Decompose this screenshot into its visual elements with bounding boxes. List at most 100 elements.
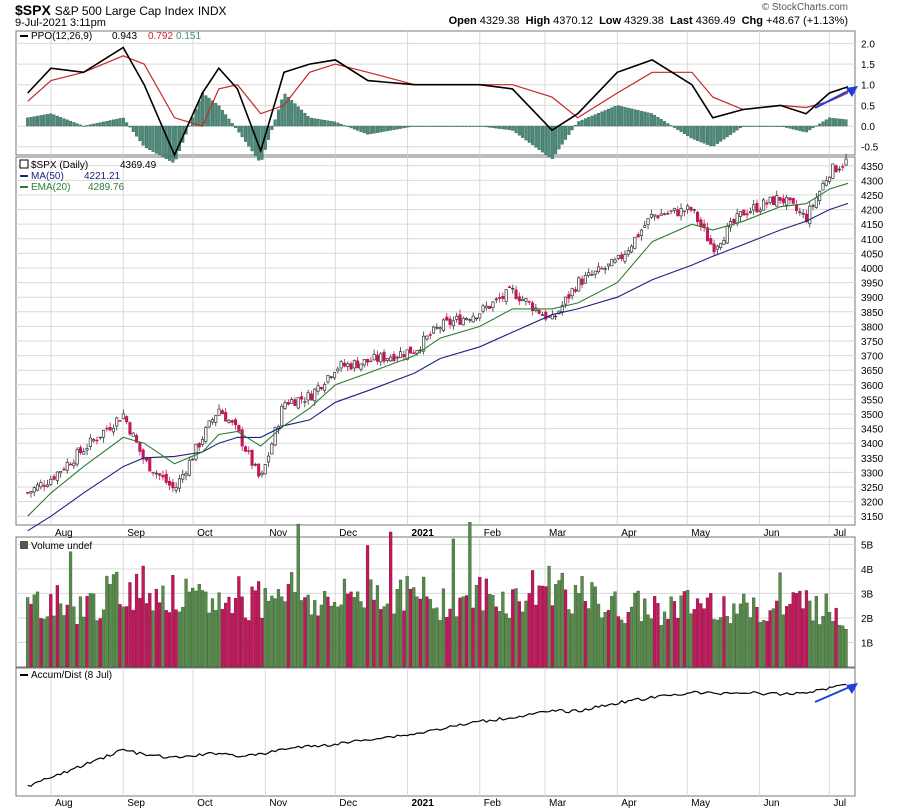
volume-bar-down [148, 592, 152, 668]
ppo-hist-bar [455, 125, 459, 127]
ad-arrow-head [846, 683, 858, 694]
price-candle-down [148, 457, 152, 472]
volume-bar-down [247, 620, 251, 668]
price-candle-down [243, 446, 248, 452]
volume-bar-up [587, 608, 591, 668]
high-value: 4370.12 [553, 15, 593, 27]
ppo-hist-bar [626, 107, 630, 127]
bottom-x-tick-2: Oct [197, 798, 213, 809]
ppo-hist-bar [735, 125, 739, 131]
volume-bar-up [524, 600, 528, 668]
price-candle-up [785, 197, 789, 206]
bottom-x-tick-3: Nov [269, 798, 287, 809]
price-candle-up [798, 211, 802, 214]
volume-bar-up [481, 610, 485, 668]
ppo-hist-bar [712, 125, 716, 147]
ppo-hist-bar [837, 118, 841, 127]
price-candle-up [75, 449, 79, 465]
volume-bar-up [299, 600, 304, 668]
price-candle-down [689, 207, 693, 211]
ppo-hist-bar [762, 125, 766, 127]
volume-bar-up [455, 616, 459, 668]
price-candle-down [118, 420, 122, 422]
ppo-hist-bar [26, 117, 30, 127]
ma50-legend-label: MA(50) [31, 171, 64, 182]
ppo-hist-bar [174, 125, 178, 160]
price-candle-down [771, 196, 776, 205]
price-candle-down [144, 457, 149, 461]
price-candle-down [705, 227, 710, 242]
ppo-hist-bar [722, 125, 726, 140]
volume-bar-up [204, 591, 208, 668]
price-candle-down [567, 294, 571, 299]
volume-bar-up [59, 603, 63, 668]
volume-bar-up [78, 596, 83, 668]
price-candle-up [844, 158, 848, 166]
volume-bar-up [580, 576, 584, 668]
volume-bar-up [732, 603, 736, 668]
price-candle-down [544, 311, 548, 320]
price-candle-up [359, 363, 363, 370]
price-candle-up [194, 443, 198, 460]
volume-bar-up [151, 610, 155, 668]
price-candle-down [531, 302, 535, 311]
price-candle-up [181, 474, 185, 480]
price-candle-up [474, 317, 479, 320]
ppo-hist-bar [686, 125, 690, 137]
price-candle-up [643, 225, 647, 228]
ppo-hist-bar [560, 125, 564, 145]
price-candle-down [445, 316, 449, 321]
price-candle-up [540, 314, 545, 316]
volume-bar-up [808, 600, 812, 668]
ppo-hist-bar [227, 118, 231, 127]
ppo-hist-bar [564, 125, 568, 140]
ppo-hist-bar [441, 125, 445, 127]
volume-bar-down [785, 606, 789, 668]
ppo-hist-bar [781, 125, 785, 127]
ppo-hist-bar [270, 125, 274, 130]
price-candle-up [564, 296, 568, 305]
volume-bar-up [332, 602, 337, 668]
volume-bar-down [408, 588, 413, 668]
ppo-hist-bar [659, 119, 663, 127]
ppo-hist-bar [359, 125, 363, 132]
price-candle-up [425, 335, 429, 340]
price-candle-up [649, 214, 653, 218]
price-ytick-20: 3350 [861, 454, 884, 465]
volume-bar-up [837, 624, 842, 668]
price-candle-down [580, 278, 584, 285]
ppo-hist-bar [474, 125, 478, 127]
ppo-hist-bar [808, 125, 812, 131]
ppo-hist-bar [177, 125, 181, 151]
price-candle-up [39, 482, 43, 488]
volume-bar-up [412, 587, 416, 668]
price-candle-down [676, 209, 680, 217]
volume-bar-down [511, 589, 515, 668]
volume-bar-up [488, 594, 492, 668]
price-candle-up [775, 195, 779, 207]
ppo-hist-bar [841, 119, 845, 127]
volume-bar-up [497, 611, 502, 668]
price-candle-up [451, 320, 455, 327]
ema20-legend-value: 4289.76 [88, 182, 125, 193]
ppo-hist-bar [171, 125, 175, 163]
volume-bar-up [504, 613, 508, 668]
price-candle-up [554, 315, 558, 318]
ppo-hist-bar [141, 125, 145, 146]
ppo-hist-bar [65, 119, 69, 127]
price-candle-up [828, 176, 832, 182]
price-candle-down [745, 213, 749, 216]
price-ytick-6: 4050 [861, 249, 884, 260]
price-candle-up [55, 471, 59, 481]
volume-bar-up [821, 615, 825, 668]
price-candle-up [184, 473, 188, 476]
ppo-legend-value: 0.943 [112, 31, 137, 42]
volume-bar-up [280, 596, 284, 668]
volume-bar-up [715, 619, 719, 668]
ppo-hist-bar [834, 118, 838, 127]
ppo-hist-bar [36, 115, 40, 127]
ppo-hist-bar [616, 105, 620, 127]
price-ytick-13: 3700 [861, 352, 884, 363]
price-candle-up [85, 448, 89, 451]
